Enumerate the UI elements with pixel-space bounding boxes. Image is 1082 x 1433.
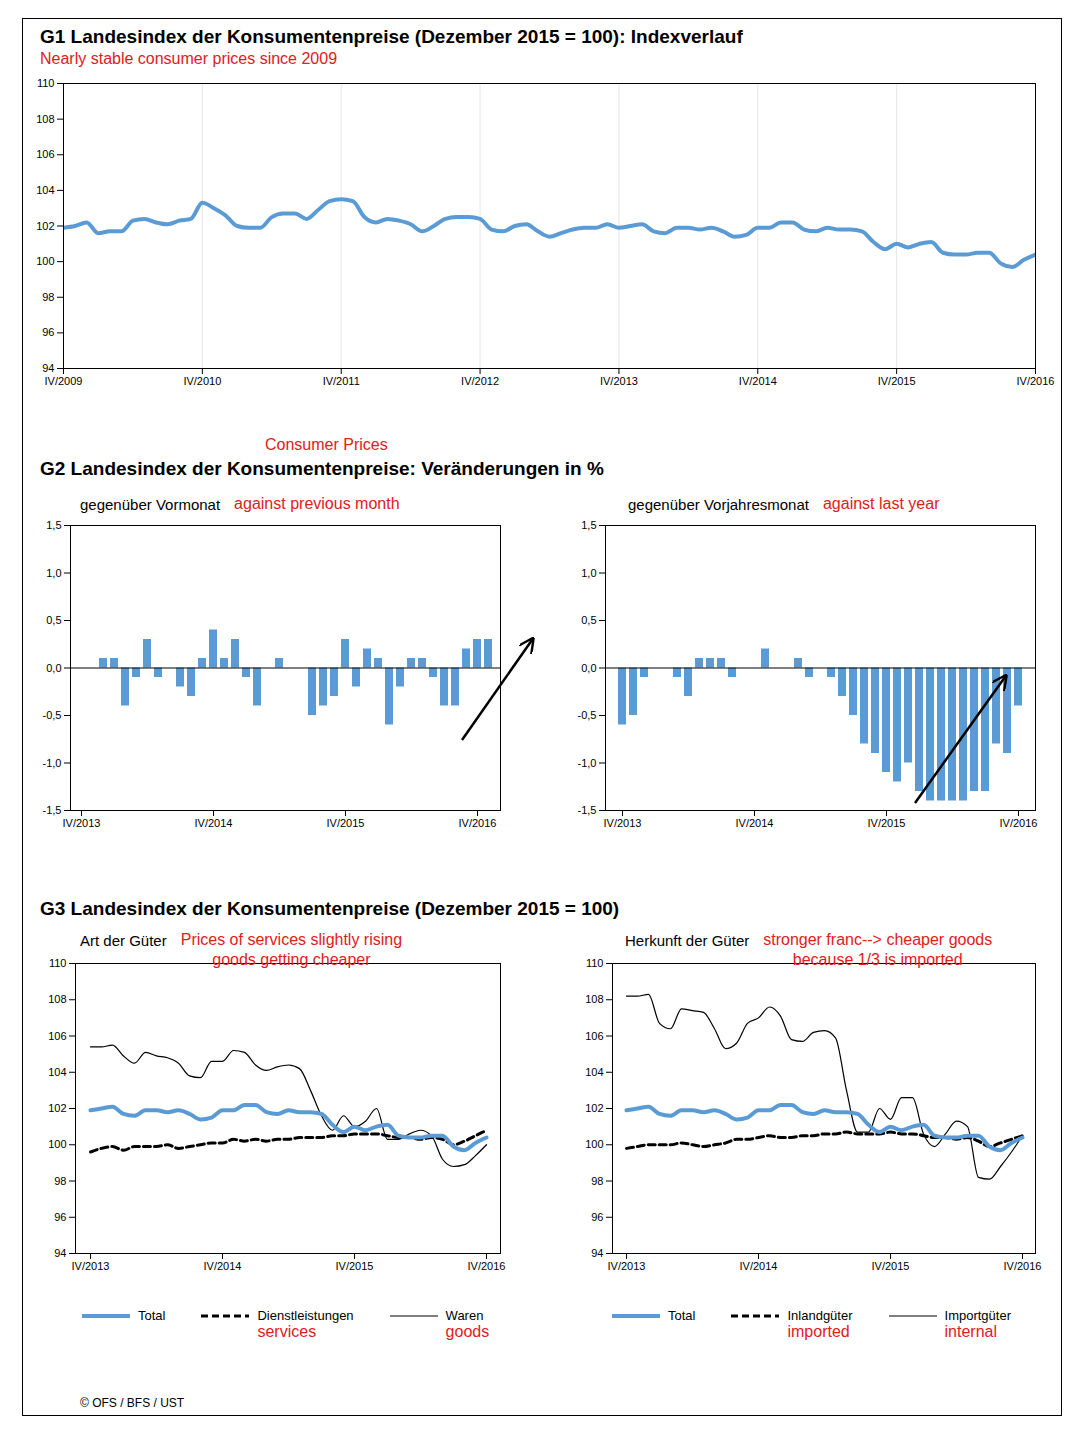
html-text:goods: goods: [445, 1323, 490, 1340]
svg-text:98: 98: [591, 1175, 603, 1187]
html-text:G1 Landesindex der Konsumenten: G1 Landesindex der Konsumentenpreise (De…: [40, 26, 743, 47]
svg-text:IV/2013: IV/2013: [604, 817, 642, 829]
svg-text:-1,0: -1,0: [43, 757, 62, 769]
svg-text:0,0: 0,0: [46, 662, 61, 674]
svg-text:98: 98: [42, 291, 54, 303]
svg-text:IV/2016: IV/2016: [1017, 375, 1055, 387]
svg-text:IV/2015: IV/2015: [878, 375, 916, 387]
svg-text:IV/2012: IV/2012: [461, 375, 499, 387]
html-text:internal: internal: [944, 1323, 997, 1340]
svg-text:102: 102: [48, 1102, 66, 1114]
svg-text:IV/2009: IV/2009: [45, 375, 83, 387]
svg-text:106: 106: [585, 1030, 603, 1042]
svg-text:IV/2011: IV/2011: [323, 375, 360, 387]
svg-text:94: 94: [54, 1247, 66, 1259]
html-text:Importgüter: Importgüter: [944, 1308, 1011, 1323]
svg-text:IV/2015: IV/2015: [868, 817, 906, 829]
html-text:against previous month: against previous month: [234, 495, 400, 512]
html-text:© OFS / BFS / UST: © OFS / BFS / UST: [80, 1396, 185, 1410]
svg-text:-1,0: -1,0: [578, 757, 597, 769]
svg-text:IV/2016: IV/2016: [468, 1260, 506, 1272]
svg-text:-0,5: -0,5: [578, 709, 597, 721]
html-text:against last year: against last year: [823, 495, 940, 512]
svg-text:IV/2014: IV/2014: [204, 1260, 242, 1272]
svg-text:104: 104: [48, 1066, 66, 1078]
svg-text:106: 106: [36, 148, 54, 160]
svg-text:IV/2010: IV/2010: [183, 375, 221, 387]
svg-text:108: 108: [36, 113, 54, 125]
html-text:goods getting cheaper: goods getting cheaper: [212, 951, 371, 968]
html-text:Consumer Prices: Consumer Prices: [265, 436, 388, 453]
svg-text:110: 110: [586, 957, 604, 969]
html-text:Waren: Waren: [445, 1308, 484, 1323]
svg-text:1,5: 1,5: [581, 519, 596, 531]
svg-text:0,0: 0,0: [581, 662, 596, 674]
svg-text:100: 100: [36, 255, 54, 267]
html-text:Dienstleistungen: Dienstleistungen: [257, 1308, 354, 1323]
svg-text:0,5: 0,5: [581, 614, 596, 626]
svg-text:98: 98: [54, 1175, 66, 1187]
svg-text:-0,5: -0,5: [43, 709, 62, 721]
svg-text:102: 102: [36, 220, 54, 232]
svg-text:-1,5: -1,5: [578, 804, 597, 816]
svg-text:IV/2014: IV/2014: [195, 817, 233, 829]
html-text:stronger franc--> cheaper good: stronger franc--> cheaper goods: [763, 931, 993, 948]
html-text:gegenüber Vormonat: gegenüber Vormonat: [80, 496, 221, 513]
svg-text:IV/2016: IV/2016: [459, 817, 497, 829]
html-text:Total: Total: [668, 1308, 696, 1323]
svg-text:1,5: 1,5: [46, 519, 61, 531]
svg-text:108: 108: [48, 993, 66, 1005]
html-text:Herkunft der Güter: Herkunft der Güter: [625, 932, 750, 949]
svg-text:108: 108: [585, 993, 603, 1005]
svg-text:IV/2013: IV/2013: [63, 817, 101, 829]
svg-text:IV/2013: IV/2013: [600, 375, 638, 387]
html-text:G2 Landesindex der Konsumenten: G2 Landesindex der Konsumentenpreise: Ve…: [40, 458, 604, 479]
svg-text:0,5: 0,5: [46, 614, 61, 626]
svg-text:102: 102: [585, 1102, 603, 1114]
svg-text:1,0: 1,0: [581, 567, 596, 579]
svg-text:IV/2016: IV/2016: [1004, 1260, 1042, 1272]
svg-text:IV/2015: IV/2015: [872, 1260, 910, 1272]
svg-text:IV/2014: IV/2014: [736, 817, 774, 829]
html-text:gegenüber Vorjahresmonat: gegenüber Vorjahresmonat: [628, 496, 809, 513]
svg-text:110: 110: [37, 77, 55, 89]
svg-text:94: 94: [591, 1247, 603, 1259]
svg-text:IV/2013: IV/2013: [72, 1260, 110, 1272]
svg-text:IV/2015: IV/2015: [336, 1260, 374, 1272]
svg-text:IV/2014: IV/2014: [740, 1260, 778, 1272]
html-text:G3 Landesindex der Konsumenten: G3 Landesindex der Konsumentenpreise (De…: [40, 898, 620, 919]
svg-text:IV/2014: IV/2014: [739, 375, 777, 387]
svg-text:104: 104: [36, 184, 54, 196]
svg-text:110: 110: [49, 957, 67, 969]
html-text:Inlandgüter: Inlandgüter: [787, 1308, 853, 1323]
svg-text:-1,5: -1,5: [43, 804, 62, 816]
html-text:because 1/3 is imported: because 1/3 is imported: [792, 951, 963, 968]
svg-text:IV/2016: IV/2016: [1000, 817, 1038, 829]
html-text:Total: Total: [138, 1308, 166, 1323]
svg-text:96: 96: [42, 326, 54, 338]
html-text:services: services: [257, 1323, 317, 1340]
svg-text:IV/2013: IV/2013: [608, 1260, 646, 1272]
svg-text:94: 94: [42, 362, 54, 374]
html-text:imported: imported: [787, 1323, 850, 1340]
html-text:Art der Güter: Art der Güter: [80, 932, 167, 949]
svg-text:96: 96: [591, 1211, 603, 1223]
svg-text:104: 104: [585, 1066, 603, 1078]
svg-text:100: 100: [585, 1138, 603, 1150]
svg-text:100: 100: [48, 1138, 66, 1150]
svg-text:1,0: 1,0: [46, 567, 61, 579]
svg-text:106: 106: [48, 1030, 66, 1042]
svg-text:96: 96: [54, 1211, 66, 1223]
html-text:Prices of services slightly ri: Prices of services slightly rising: [180, 931, 403, 948]
html-text:Nearly stable consumer prices: Nearly stable consumer prices since 2009: [40, 50, 337, 67]
svg-text:IV/2015: IV/2015: [327, 817, 365, 829]
